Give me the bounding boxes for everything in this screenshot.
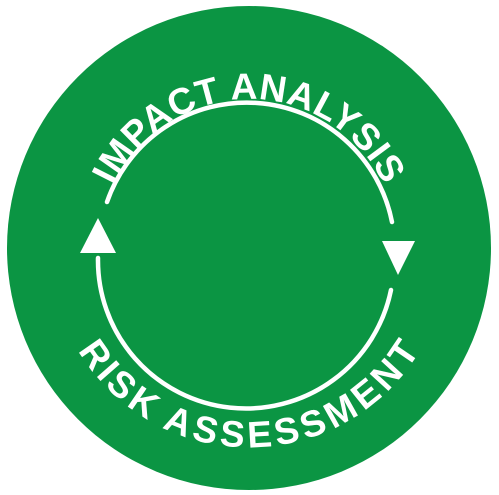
- badge-circle: [7, 6, 491, 490]
- cycle-arc-bottom: [95, 255, 394, 411]
- arrow-down-icon: [382, 241, 415, 275]
- cycle-arrows-icon: [95, 100, 395, 411]
- cycle-arc-top: [104, 100, 395, 225]
- arrow-up-icon: [80, 218, 116, 253]
